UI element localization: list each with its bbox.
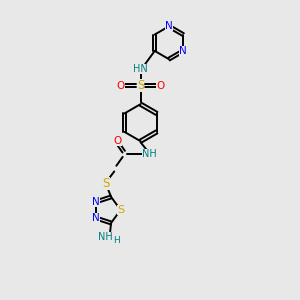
Text: N: N [165, 21, 173, 31]
Text: N: N [92, 213, 100, 223]
Text: NH: NH [142, 149, 156, 159]
Text: N: N [92, 197, 100, 207]
Text: S: S [102, 177, 110, 190]
Text: S: S [117, 205, 124, 215]
Text: S: S [137, 80, 144, 92]
Text: O: O [113, 136, 122, 146]
Text: NH: NH [98, 232, 113, 242]
Text: O: O [156, 81, 165, 91]
Text: O: O [116, 81, 125, 91]
Text: N: N [179, 46, 187, 56]
Text: HN: HN [133, 64, 148, 74]
Text: H: H [113, 236, 120, 245]
